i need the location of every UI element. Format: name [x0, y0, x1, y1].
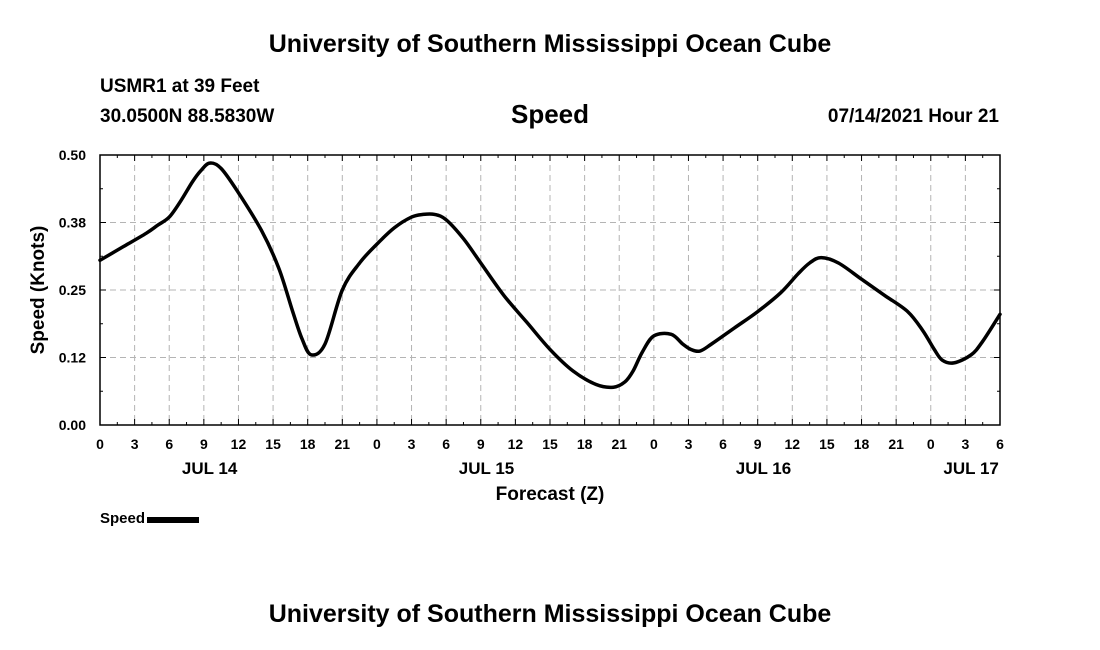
date-label: JUL 17 [943, 459, 998, 478]
x-tick-label: 0 [96, 436, 104, 452]
y-tick-label: 0.12 [59, 350, 86, 366]
x-tick-label: 18 [854, 436, 870, 452]
x-tick-label: 6 [442, 436, 450, 452]
y-tick-label: 0.38 [59, 215, 86, 231]
x-axis-label: Forecast (Z) [496, 484, 605, 505]
x-tick-label: 0 [927, 436, 935, 452]
x-tick-label: 0 [373, 436, 381, 452]
x-tick-label: 12 [508, 436, 524, 452]
x-tick-label: 21 [611, 436, 627, 452]
date-label: JUL 14 [182, 459, 238, 478]
x-tick-label: 6 [719, 436, 727, 452]
page-title: University of Southern Mississippi Ocean… [268, 30, 832, 58]
x-axis-tick-labels: 0 3 6 9 12 15 18 21 0 3 6 9 12 15 18 21 0 3 6 9 12 15 18 21 0 3 6 [96, 436, 1004, 452]
x-tick-label: 15 [542, 436, 558, 452]
chart-title: Speed [510, 99, 590, 129]
y-axis-tick-labels: 0.00 0.12 0.25 0.38 0.50 [59, 147, 86, 433]
x-tick-label: 18 [577, 436, 593, 452]
x-tick-label: 3 [961, 436, 969, 452]
y-axis-label: Speed (Knots) [28, 226, 49, 355]
x-tick-label: 6 [165, 436, 173, 452]
date-label: JUL 15 [459, 459, 514, 478]
datetime-label: 07/14/2021 Hour 21 [827, 106, 999, 127]
y-tick-label: 0.00 [59, 417, 86, 433]
date-labels: JUL 14 JUL 15 JUL 16 JUL 17 [182, 459, 999, 478]
legend: Speed [100, 510, 200, 527]
x-tick-label: 9 [200, 436, 208, 452]
speed-series-line [98, 161, 1002, 390]
x-tick-label: 3 [685, 436, 693, 452]
x-tick-label: 21 [888, 436, 904, 452]
y-tick-label: 0.25 [59, 282, 86, 298]
x-tick-label: 12 [785, 436, 801, 452]
coordinates-label: 30.0500N 88.5830W [100, 106, 275, 127]
date-label: JUL 16 [736, 459, 791, 478]
grid [100, 155, 1000, 425]
x-tick-label: 3 [408, 436, 416, 452]
axis-ticks [99, 154, 1001, 426]
x-tick-label: 12 [231, 436, 247, 452]
station-label: USMR1 at 39 Feet [100, 76, 260, 97]
footer-title: University of Southern Mississippi Ocean… [268, 600, 832, 628]
x-tick-label: 21 [335, 436, 351, 452]
x-tick-label: 6 [996, 436, 1004, 452]
x-tick-label: 15 [819, 436, 835, 452]
y-tick-label: 0.50 [59, 147, 86, 163]
legend-swatch [147, 517, 200, 523]
x-tick-label: 0 [650, 436, 658, 452]
x-tick-label: 18 [300, 436, 316, 452]
x-tick-label: 9 [754, 436, 762, 452]
x-tick-label: 9 [477, 436, 485, 452]
legend-label: Speed [100, 510, 146, 527]
x-tick-label: 15 [265, 436, 281, 452]
x-tick-label: 3 [131, 436, 139, 452]
